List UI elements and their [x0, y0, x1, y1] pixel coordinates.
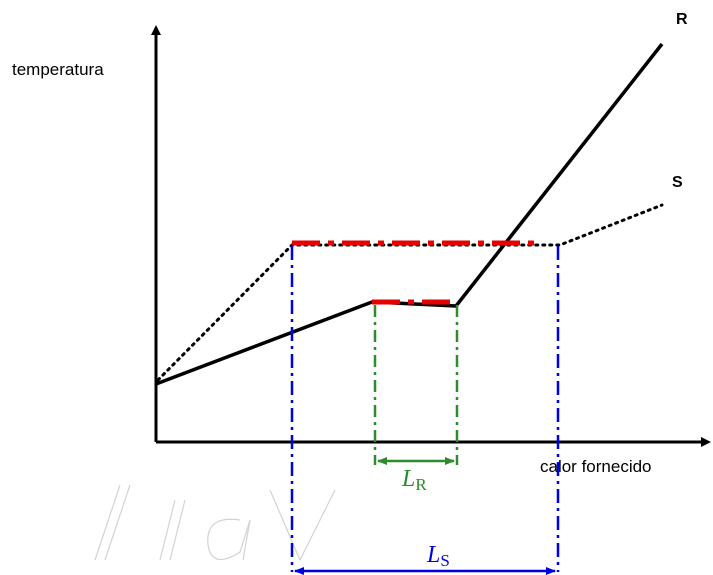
watermark: [94, 484, 336, 562]
x-axis-label: calor fornecido: [540, 457, 652, 476]
curve-s: [156, 203, 664, 382]
curve-r-label: R: [676, 11, 688, 28]
y-axis-label: temperatura: [12, 60, 104, 79]
curve-r: [155, 42, 664, 386]
ls-label: LS: [426, 542, 450, 570]
curve-s-label: S: [672, 174, 683, 191]
lr-label: LR: [401, 466, 427, 494]
